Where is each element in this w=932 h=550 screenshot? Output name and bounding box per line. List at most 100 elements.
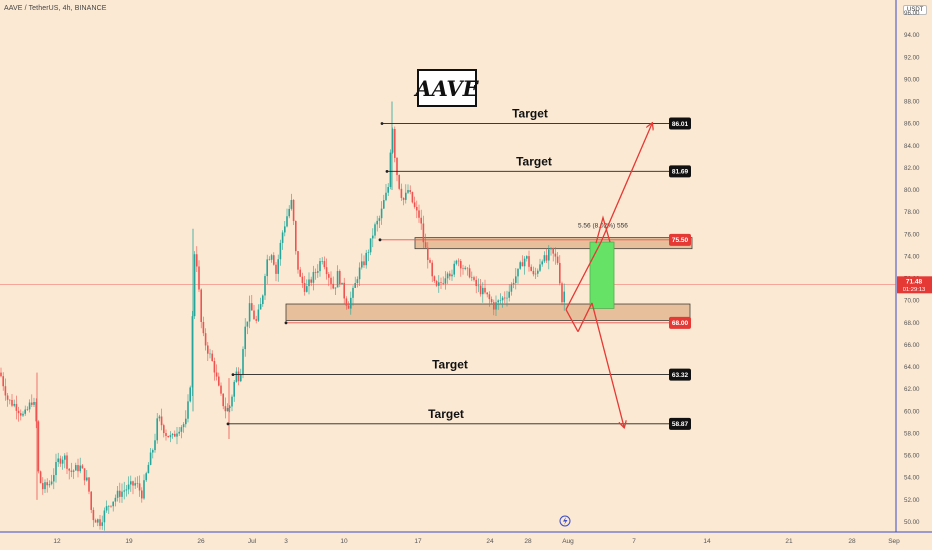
x-tick-label: 28	[524, 538, 532, 545]
candle-body	[343, 282, 345, 299]
candle-body	[292, 199, 295, 221]
candle-body	[334, 287, 337, 289]
candle-body	[42, 483, 44, 490]
candle-body	[493, 302, 495, 310]
candle-body	[257, 309, 260, 321]
candle-body	[189, 387, 191, 402]
y-tick-label: 78.00	[904, 209, 920, 216]
candle-body	[174, 433, 176, 437]
candle-body	[330, 277, 332, 284]
candle-body	[519, 262, 521, 269]
x-tick-label: Sep	[888, 538, 900, 545]
candle-body	[158, 416, 161, 419]
arrow-up-target[interactable]	[600, 124, 652, 243]
candle-body	[508, 291, 510, 298]
candle-body	[446, 273, 449, 279]
x-tick-label: 21	[785, 538, 793, 545]
candle-body	[242, 349, 244, 375]
arrow-up-to-zone[interactable]	[565, 241, 602, 310]
candle-body	[209, 353, 211, 355]
level-box-63.32[interactable]	[669, 368, 691, 381]
candle-body	[68, 468, 70, 471]
candle-body	[325, 267, 328, 275]
aave-title-box[interactable]: AAVE	[415, 69, 479, 107]
candle-body	[90, 491, 92, 510]
candle-body	[517, 268, 519, 277]
resistance-zone[interactable]	[414, 237, 693, 250]
candle-body	[143, 480, 145, 499]
candle-body	[222, 393, 224, 407]
candle-body	[237, 371, 240, 382]
y-tick-label: 70.00	[904, 298, 920, 305]
candle-body	[37, 421, 40, 472]
candle-body	[372, 235, 374, 239]
candle-body	[0, 372, 2, 377]
candle-body	[46, 482, 48, 486]
candle-body	[55, 462, 57, 476]
y-tick-label: 68.00	[904, 320, 920, 327]
candle-body	[411, 192, 414, 203]
candle-body	[121, 491, 123, 497]
candle-body	[262, 295, 264, 305]
candle-body	[317, 271, 319, 273]
level-box-58.87[interactable]	[669, 417, 691, 430]
y-tick-label: 56.00	[904, 453, 920, 460]
candle-body	[398, 175, 400, 189]
candle-body	[506, 297, 508, 299]
y-tick-label: 66.00	[904, 342, 920, 349]
arrow-zone-bounce[interactable]	[595, 215, 611, 244]
candle-body	[321, 261, 323, 262]
arrow-down-target[interactable]	[591, 302, 624, 427]
candle-body	[501, 297, 504, 301]
target-label: Target	[432, 358, 468, 372]
candle-body	[431, 262, 433, 277]
candle-body	[112, 501, 114, 507]
candle-body	[215, 372, 218, 377]
candle-body	[154, 440, 156, 451]
candle-body	[295, 220, 297, 252]
current-price-badge[interactable]	[897, 276, 932, 294]
candle-body	[444, 278, 447, 284]
candle-body	[534, 273, 537, 275]
level-box-86.01[interactable]	[669, 117, 691, 130]
arrow-down-start[interactable]	[565, 309, 579, 332]
candle-body	[387, 187, 389, 193]
candle-body	[440, 282, 442, 283]
candle-body	[26, 409, 29, 410]
level-price-label: 68.00	[672, 320, 689, 327]
candle-body	[64, 455, 66, 460]
candle-body	[389, 152, 392, 188]
candle-body	[396, 157, 398, 176]
target-label: Target	[428, 407, 464, 421]
y-tick-label: 76.00	[904, 231, 920, 238]
candle-body	[132, 481, 134, 486]
arrow-down-bounce[interactable]	[577, 302, 593, 332]
candle-body	[207, 345, 209, 354]
candle-body	[59, 458, 62, 464]
currency-badge[interactable]: USDT	[903, 5, 928, 15]
candle-body	[490, 299, 493, 303]
level-box-68.00[interactable]	[669, 316, 691, 329]
level-box-75.50[interactable]	[669, 233, 691, 246]
lightning-icon[interactable]	[559, 515, 571, 527]
candle-body	[17, 410, 20, 414]
measure-box[interactable]	[589, 241, 615, 309]
candle-body	[482, 287, 484, 295]
candle-body	[312, 271, 315, 283]
candle-body	[484, 287, 486, 293]
x-tick-label: 14	[703, 538, 711, 545]
candle-body	[31, 402, 33, 405]
candle-body	[420, 217, 422, 224]
level-box-81.69[interactable]	[669, 165, 691, 178]
candle-body	[466, 267, 469, 269]
candle-body	[235, 371, 238, 382]
candle-body	[35, 401, 37, 422]
candle-body	[83, 468, 86, 481]
candle-body	[86, 477, 88, 481]
candle-body	[460, 261, 462, 269]
candle-body	[259, 304, 262, 310]
candle-body	[418, 210, 420, 218]
candle-body	[130, 481, 132, 485]
